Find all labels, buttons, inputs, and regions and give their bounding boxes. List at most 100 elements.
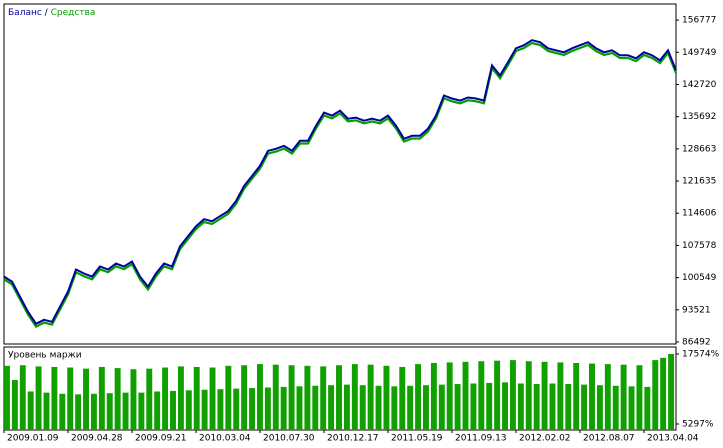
bar (383, 365, 390, 430)
bar (430, 362, 437, 430)
bar (652, 360, 659, 430)
bar (320, 366, 327, 430)
bar (486, 382, 493, 430)
bar (628, 386, 635, 430)
bar (11, 380, 18, 430)
bar (509, 360, 516, 430)
bar (596, 385, 603, 430)
bar (644, 386, 651, 430)
bar (415, 364, 422, 430)
bar (517, 383, 524, 430)
x-tick-label: 2010.12.17 (327, 434, 379, 444)
bar (130, 369, 137, 430)
y-tick-label: 149749 (682, 48, 717, 58)
bar (162, 367, 169, 430)
y-tick-label: 86492 (682, 337, 711, 347)
bar (304, 365, 311, 430)
series-line (3, 41, 678, 329)
bar (67, 367, 74, 430)
x-tick-label: 2010.03.04 (199, 434, 251, 444)
bar (660, 357, 667, 430)
bar (217, 389, 224, 430)
bar (201, 389, 208, 430)
bar (43, 392, 50, 430)
bar (280, 386, 287, 430)
y-tick-label: 156777 (682, 16, 716, 26)
bar (83, 368, 89, 430)
bar (75, 394, 82, 430)
legend-entry: Баланс (8, 8, 42, 18)
bar (502, 382, 508, 430)
bar (573, 362, 580, 430)
bar (59, 393, 66, 430)
bar (478, 361, 485, 430)
bar (288, 365, 295, 430)
bar (359, 385, 366, 430)
bar (114, 368, 121, 430)
bar (351, 364, 358, 430)
bar (233, 388, 240, 430)
bar (612, 385, 619, 430)
bar (367, 364, 374, 430)
bar (185, 390, 192, 430)
y-tick-label: 142720 (682, 80, 717, 90)
bar (225, 365, 232, 430)
bar (193, 366, 200, 430)
y-tick-label: 121635 (682, 177, 716, 187)
x-tick-label: 2011.05.19 (391, 434, 443, 444)
bar (438, 384, 445, 430)
y-tick-label: 17574% (682, 349, 720, 359)
bar (565, 384, 572, 430)
bar (106, 393, 113, 430)
legend-entry: Средства (51, 8, 96, 18)
bar (264, 387, 271, 430)
bar (249, 388, 256, 430)
x-tick-label: 2011.09.13 (455, 434, 507, 444)
x-tick-label: 2012.08.07 (583, 434, 635, 444)
bar (256, 364, 263, 430)
bar (407, 385, 414, 430)
bar (446, 362, 453, 430)
bar (138, 392, 145, 430)
bar (391, 386, 398, 430)
y-tick-label: 93521 (682, 305, 711, 315)
bar (296, 386, 303, 430)
series-line (3, 39, 677, 326)
bar (177, 366, 184, 430)
y-tick-label: 107578 (682, 241, 717, 251)
x-tick-label: 2010.07.30 (263, 434, 315, 444)
x-tick-label: 2013.04.04 (647, 434, 699, 444)
bar (533, 384, 540, 430)
bar (4, 365, 10, 430)
bar (557, 362, 564, 430)
y-tick-label: 100549 (682, 273, 717, 283)
plot-frame (3, 3, 677, 345)
x-tick-label: 2009.01.09 (7, 434, 59, 444)
x-tick-label: 2012.02.02 (519, 434, 571, 444)
bar (272, 364, 279, 430)
bar (312, 385, 319, 430)
bar (525, 361, 532, 430)
bar (604, 364, 611, 430)
bar (399, 366, 406, 430)
y-tick-label: 114606 (682, 209, 717, 219)
bar (328, 385, 335, 430)
bar (423, 385, 429, 430)
bar (581, 384, 588, 430)
bar (470, 383, 477, 430)
bar (35, 366, 42, 430)
bar (549, 383, 556, 430)
bar (98, 366, 105, 430)
bar (154, 391, 161, 430)
bar (620, 364, 627, 430)
bar (241, 365, 248, 430)
legend-separator: / (45, 8, 49, 18)
y-tick-label: 128663 (682, 144, 716, 154)
bar (19, 365, 26, 430)
bar (668, 353, 675, 430)
x-tick-label: 2009.04.28 (71, 434, 123, 444)
bar (336, 365, 342, 430)
